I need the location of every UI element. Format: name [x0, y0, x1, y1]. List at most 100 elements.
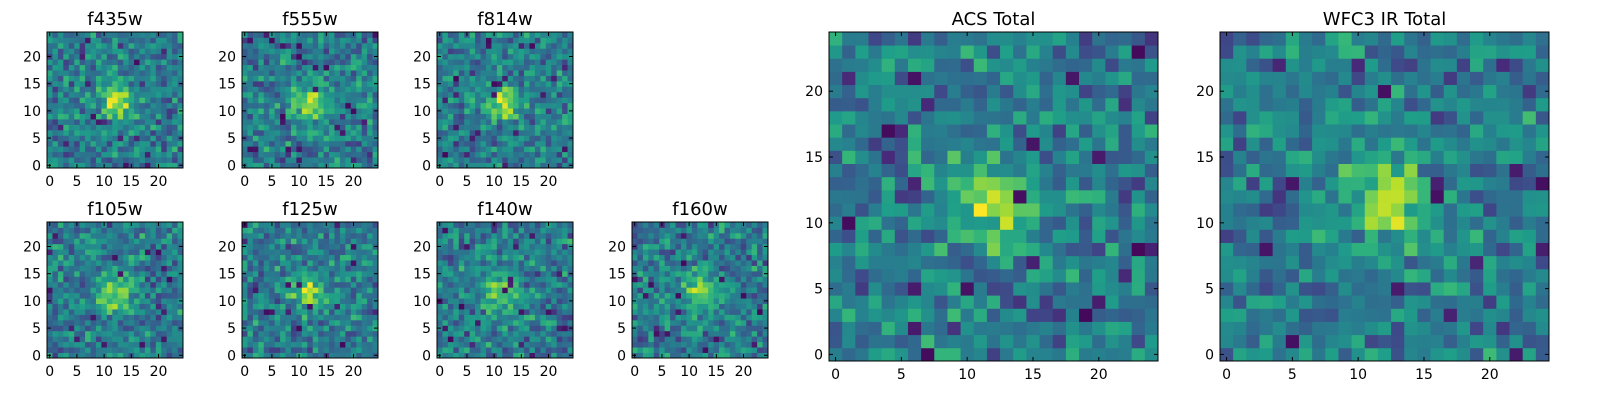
heatmap-cell	[324, 331, 330, 337]
heatmap-cell	[1053, 177, 1067, 191]
heatmap-cell	[464, 76, 470, 82]
heatmap-cell	[529, 314, 535, 320]
heatmap-cell	[367, 32, 373, 38]
heatmap-cell	[52, 146, 58, 152]
heatmap-cell	[470, 320, 476, 326]
heatmap-cell	[307, 86, 313, 92]
heatmap-cell	[156, 59, 162, 65]
heatmap-cell	[112, 141, 118, 147]
heatmap-cell	[1066, 229, 1080, 243]
heatmap-cell	[156, 271, 162, 277]
heatmap-cell	[145, 59, 151, 65]
x-tick-label: 5	[72, 174, 81, 190]
heatmap-cell	[313, 76, 319, 82]
heatmap-cell	[258, 260, 264, 266]
heatmap-cell	[1132, 335, 1146, 349]
heatmap-cell	[275, 152, 281, 158]
heatmap-cell	[987, 308, 1001, 322]
heatmap-cell	[264, 76, 270, 82]
heatmap-cell	[486, 331, 492, 337]
heatmap-cell	[340, 320, 346, 326]
heatmap-cell	[1013, 282, 1027, 296]
heatmap-cell	[258, 276, 264, 282]
heatmap-cell	[735, 260, 741, 266]
heatmap-cell	[150, 287, 156, 293]
heatmap-cell	[961, 308, 975, 322]
heatmap-cell	[453, 152, 459, 158]
heatmap-cell	[291, 48, 297, 54]
heatmap-cell	[1040, 177, 1054, 191]
heatmap-cell	[302, 266, 308, 272]
heatmap-cell	[562, 59, 568, 65]
heatmap-cell	[96, 266, 102, 272]
heatmap-cell	[291, 141, 297, 147]
heatmap-cell	[118, 342, 124, 348]
x-tick-label: 10	[680, 364, 698, 380]
heatmap-cell	[524, 255, 530, 261]
heatmap-cell	[112, 347, 118, 353]
heatmap-cell	[540, 271, 546, 277]
heatmap-cell	[855, 216, 869, 230]
heatmap-cell	[145, 298, 151, 304]
heatmap-cell	[557, 320, 563, 326]
heatmap-cell	[632, 260, 638, 266]
heatmap-cell	[1132, 308, 1146, 322]
heatmap-cell	[491, 342, 497, 348]
y-tick-label: 5	[422, 321, 431, 337]
heatmap-cell	[752, 287, 758, 293]
heatmap-cell	[172, 276, 178, 282]
heatmap-cell	[540, 146, 546, 152]
heatmap-cell	[367, 331, 373, 337]
heatmap-cell	[882, 269, 896, 283]
heatmap-cell	[470, 32, 476, 38]
heatmap-cell	[551, 54, 557, 60]
heatmap-cell	[442, 81, 448, 87]
heatmap-cell	[1026, 243, 1040, 257]
heatmap-cell	[508, 266, 514, 272]
heatmap-cell	[868, 229, 882, 243]
heatmap-cell	[242, 65, 248, 71]
heatmap-cell	[757, 227, 763, 233]
heatmap-cell	[481, 276, 487, 282]
heatmap-cell	[345, 114, 351, 120]
heatmap-cell	[264, 260, 270, 266]
heatmap-cell	[302, 304, 308, 310]
heatmap-cell	[123, 97, 129, 103]
heatmap-cell	[96, 325, 102, 331]
heatmap-cell	[275, 336, 281, 342]
heatmap-cell	[491, 135, 497, 141]
heatmap-cell	[63, 276, 69, 282]
heatmap-cell	[529, 287, 535, 293]
heatmap-cell	[842, 322, 856, 336]
heatmap-cell	[697, 249, 703, 255]
heatmap-cell	[491, 130, 497, 136]
heatmap-cell	[307, 282, 313, 288]
heatmap-cell	[557, 59, 563, 65]
heatmap-cell	[264, 222, 270, 228]
heatmap-cell	[112, 97, 118, 103]
heatmap-cell	[730, 255, 736, 261]
heatmap-cell	[334, 86, 340, 92]
heatmap-cell	[74, 37, 80, 43]
heatmap-cell	[470, 103, 476, 109]
heatmap-cell	[134, 157, 140, 163]
heatmap-cell	[746, 244, 752, 250]
heatmap-cell	[286, 119, 292, 125]
heatmap-cell	[258, 81, 264, 87]
heatmap-cell	[987, 164, 1001, 178]
heatmap-cell	[329, 309, 335, 315]
heatmap-cell	[129, 238, 135, 244]
heatmap-cell	[264, 114, 270, 120]
heatmap-cell	[464, 114, 470, 120]
heatmap-cell	[437, 314, 443, 320]
heatmap-cell	[156, 135, 162, 141]
heatmap-cell	[63, 43, 69, 49]
heatmap-cell	[58, 266, 64, 272]
heatmap-cell	[961, 190, 975, 204]
heatmap-cell	[129, 59, 135, 65]
heatmap-cell	[453, 32, 459, 38]
heatmap-cell	[280, 304, 286, 310]
heatmap-cell	[156, 249, 162, 255]
heatmap-cell	[242, 266, 248, 272]
heatmap-cell	[714, 271, 720, 277]
